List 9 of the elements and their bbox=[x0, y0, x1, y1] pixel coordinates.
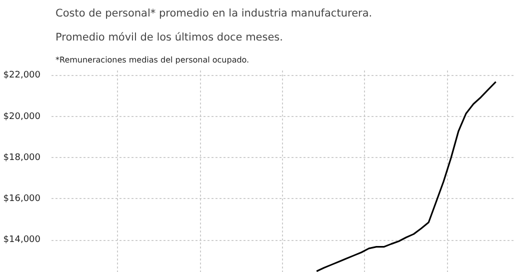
chart-subtitle: Promedio móvil de los últimos doce meses. bbox=[56, 32, 283, 44]
y-tick-label: $22,000 bbox=[3, 70, 41, 81]
y-tick-label: $16,000 bbox=[3, 194, 41, 204]
line-series bbox=[316, 81, 497, 272]
chart-title: Costo de personal* promedio en la industria manufacturera. bbox=[56, 8, 372, 20]
y-tick-label: $14,000 bbox=[3, 235, 41, 246]
text: *Remuneraciones medias del personal ocupado. bbox=[56, 56, 250, 64]
y-tick-label: $20,000 bbox=[3, 112, 41, 122]
y-tick-label: $18,000 bbox=[3, 152, 41, 163]
